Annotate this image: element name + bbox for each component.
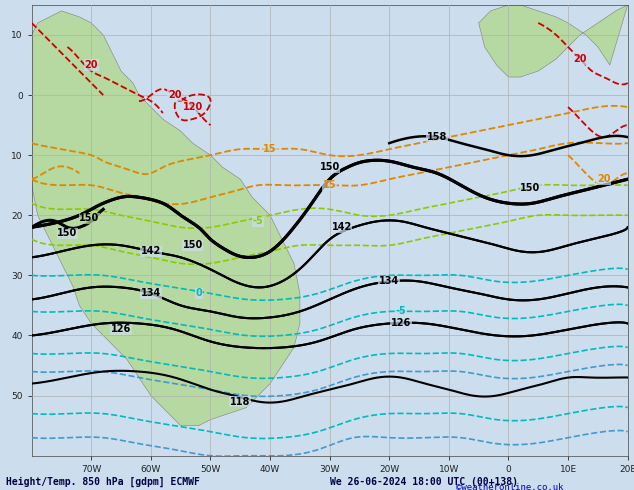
Text: 126: 126 <box>391 318 411 328</box>
Text: 20: 20 <box>168 90 181 100</box>
Text: 126: 126 <box>111 324 131 335</box>
Text: 120: 120 <box>183 102 203 112</box>
Text: 134: 134 <box>379 276 399 286</box>
Text: Height/Temp. 850 hPa [gdpm] ECMWF: Height/Temp. 850 hPa [gdpm] ECMWF <box>6 477 200 488</box>
Text: 142: 142 <box>141 246 161 256</box>
Text: -5: -5 <box>396 306 406 317</box>
Text: 150: 150 <box>320 162 340 172</box>
Text: 158: 158 <box>427 132 447 142</box>
Polygon shape <box>479 5 628 77</box>
Text: 20: 20 <box>597 174 611 184</box>
Text: ©weatheronline.co.uk: ©weatheronline.co.uk <box>456 483 564 490</box>
Text: 118: 118 <box>230 396 250 407</box>
Polygon shape <box>32 11 300 426</box>
Text: 0: 0 <box>195 289 202 298</box>
Text: -5: -5 <box>253 216 264 226</box>
Text: 15: 15 <box>263 144 277 154</box>
Text: We 26-06-2024 18:00 UTC (00+138): We 26-06-2024 18:00 UTC (00+138) <box>330 477 518 487</box>
Text: 20: 20 <box>84 60 98 70</box>
Text: 150: 150 <box>57 228 77 238</box>
Text: 134: 134 <box>141 289 161 298</box>
Text: 150: 150 <box>183 240 203 250</box>
Text: 150: 150 <box>79 213 100 223</box>
Text: 142: 142 <box>332 222 352 232</box>
Text: 20: 20 <box>573 54 586 64</box>
Text: 15: 15 <box>323 180 337 190</box>
Text: 150: 150 <box>521 183 541 193</box>
